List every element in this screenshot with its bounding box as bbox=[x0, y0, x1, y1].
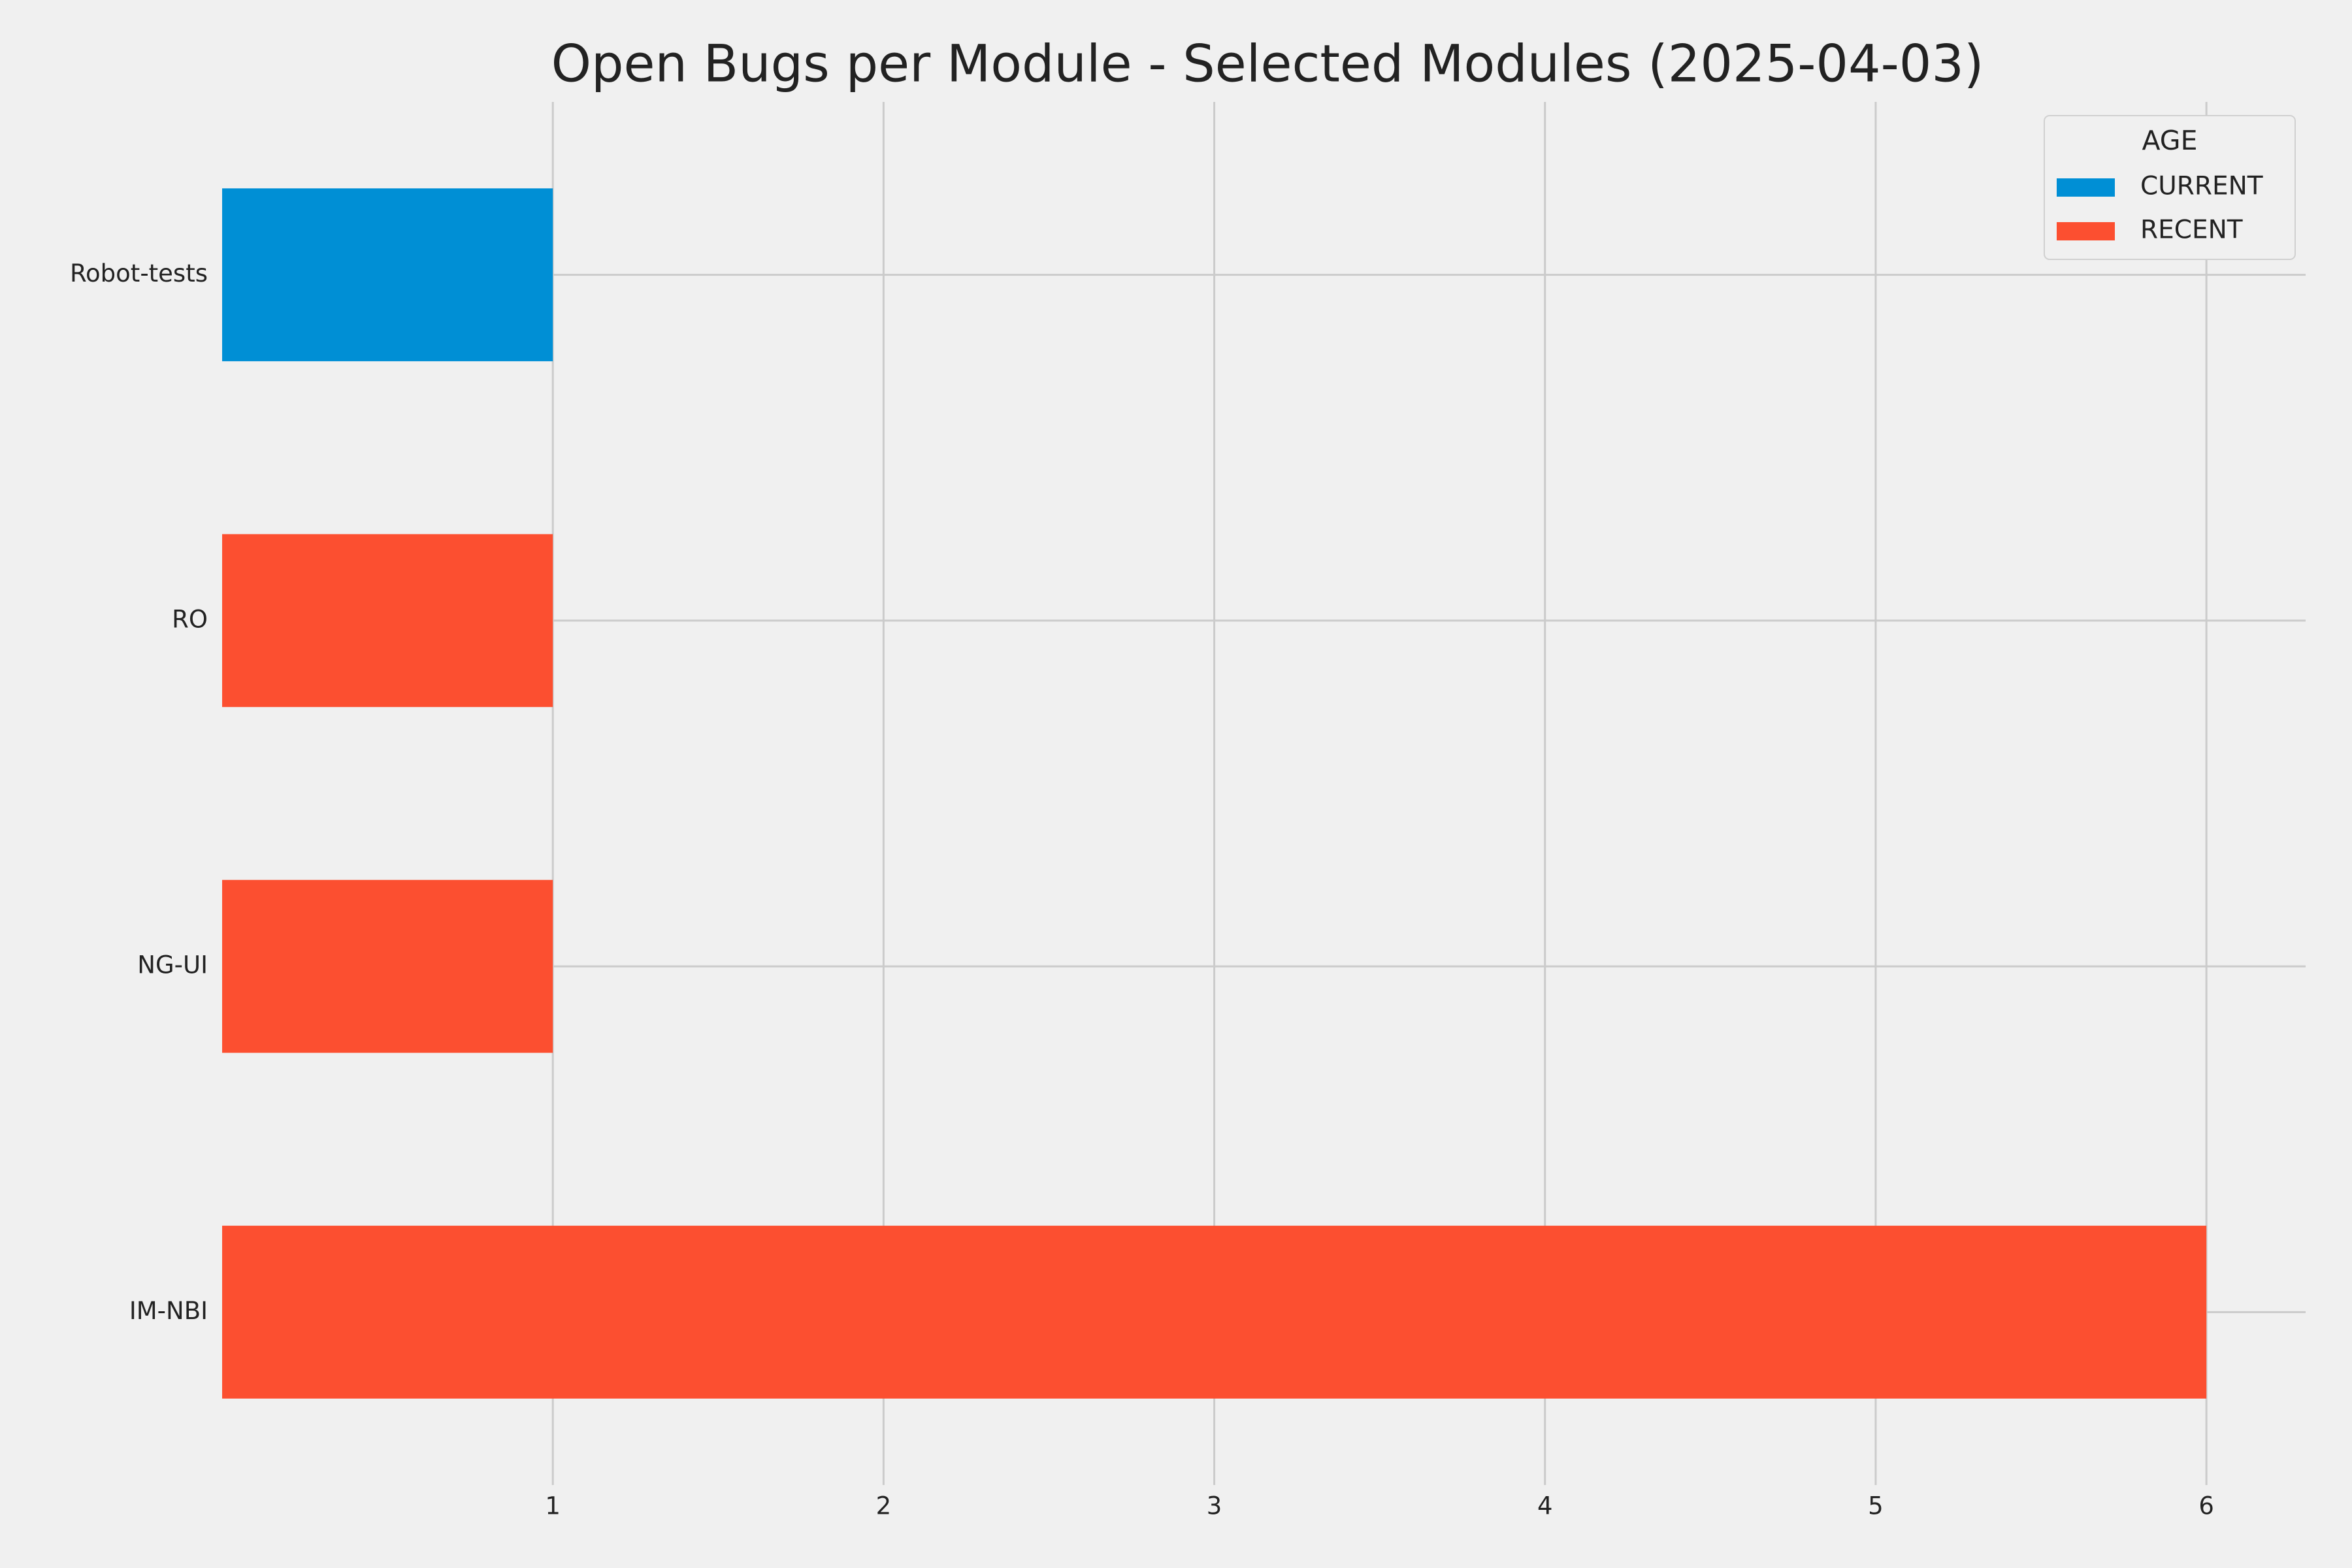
x-tick-label: 3 bbox=[1207, 1492, 1222, 1520]
legend: AGE CURRENT RECENT bbox=[2044, 115, 2296, 260]
y-tick-label: RO bbox=[172, 605, 208, 633]
bar bbox=[222, 534, 553, 708]
legend-swatch bbox=[2057, 178, 2115, 197]
x-tick-label: 4 bbox=[1537, 1492, 1553, 1520]
y-tick-label: NG-UI bbox=[137, 951, 208, 979]
x-tick-label: 6 bbox=[2198, 1492, 2214, 1520]
bar bbox=[222, 188, 553, 361]
x-tick-label: 2 bbox=[876, 1492, 892, 1520]
legend-swatch bbox=[2057, 222, 2115, 240]
legend-label: CURRENT bbox=[2140, 172, 2263, 201]
x-tick-label: 1 bbox=[545, 1492, 561, 1520]
x-tick-label: 5 bbox=[1868, 1492, 1884, 1520]
y-tick-label: IM-NBI bbox=[129, 1297, 208, 1325]
bar bbox=[222, 1226, 2207, 1399]
y-tick-label: Robot-tests bbox=[70, 259, 208, 287]
legend-label: RECENT bbox=[2140, 216, 2243, 245]
bar bbox=[222, 879, 553, 1053]
legend-title: AGE bbox=[2142, 125, 2197, 156]
chart-title: Open Bugs per Module - Selected Modules … bbox=[551, 35, 1984, 93]
